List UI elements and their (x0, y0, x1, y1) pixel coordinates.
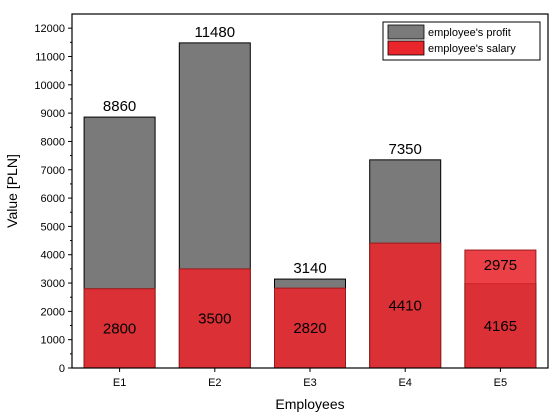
salary-data-label: 3500 (198, 310, 231, 327)
y-tick-label: 2000 (41, 306, 65, 318)
y-tick-label: 9000 (41, 108, 65, 120)
legend-swatch (387, 40, 425, 56)
legend-label: employee's salary (428, 43, 516, 55)
y-tick-label: 11000 (35, 51, 65, 63)
x-tick-label: E5 (494, 377, 507, 389)
x-tick-label: E1 (113, 377, 126, 389)
salary-bar (369, 242, 442, 369)
salary-data-label: 4165 (484, 318, 517, 335)
profit-data-label: 2975 (484, 257, 517, 274)
y-tick-label: 12000 (34, 23, 65, 35)
y-tick-label: 10000 (34, 80, 65, 92)
salary-data-label: 2800 (103, 320, 136, 337)
profit-data-label: 11480 (194, 24, 235, 41)
x-axis: E1 E2 E3 E4 E5 (113, 368, 507, 389)
salary-bar (274, 287, 346, 369)
x-axis-title: Employees (275, 396, 344, 412)
y-tick-label: 5000 (41, 221, 65, 233)
salary-bar (83, 288, 156, 369)
profit-data-label: 3140 (293, 260, 326, 277)
y-axis: 0 1000 2000 3000 4000 5000 6000 7000 8000 9000 100… (34, 23, 72, 375)
plot-marks: 8860 2800 11480 3500 3140 2820 7350 4410 2975 416… (83, 24, 537, 369)
x-tick-label: E3 (303, 377, 316, 389)
y-tick-label: 0 (59, 363, 65, 375)
salary-bar (464, 249, 537, 369)
y-tick-label: 8000 (41, 136, 65, 148)
x-tick-label: E4 (398, 377, 411, 389)
x-tick-label: E2 (208, 377, 221, 389)
salary-data-label: 2820 (293, 320, 326, 337)
y-tick-label: 7000 (41, 165, 65, 177)
legend: employee's profit employee's salary (382, 21, 541, 61)
salary-bar (178, 268, 251, 369)
salary-data-label: 4410 (389, 298, 422, 315)
y-tick-label: 3000 (41, 278, 65, 290)
y-tick-label: 6000 (41, 193, 65, 205)
y-tick-label: 4000 (41, 250, 65, 262)
y-tick-label: 1000 (41, 335, 65, 347)
profit-data-label: 8860 (103, 98, 136, 115)
legend-label: employee's profit (428, 27, 511, 39)
profit-data-label: 7350 (389, 141, 422, 158)
y-axis-title: Value [PLN] (4, 154, 20, 228)
legend-swatch (387, 24, 425, 40)
